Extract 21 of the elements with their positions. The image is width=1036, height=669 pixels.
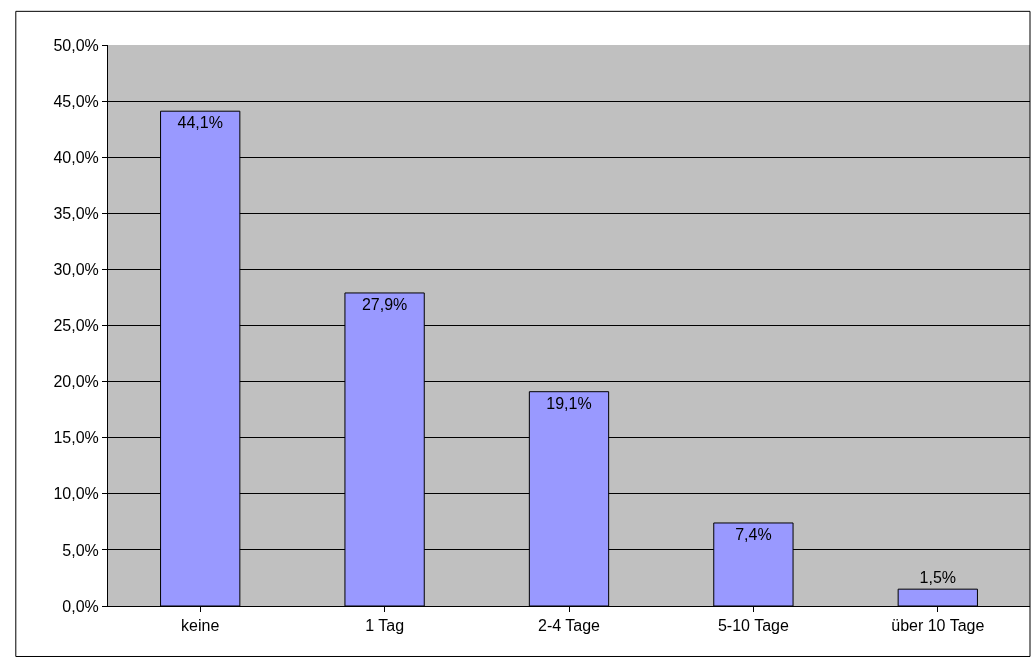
data-label: 1,5% [919, 569, 957, 587]
y-tick-label: 25,0% [53, 317, 99, 335]
x-tick-label: über 10 Tage [891, 617, 985, 635]
y-tick-label: 10,0% [53, 485, 99, 503]
x-tick-label: 5-10 Tage [717, 617, 789, 635]
x-tick-label: 2-4 Tage [538, 617, 601, 635]
y-tick-label: 20,0% [53, 373, 99, 391]
data-label: 27,9% [361, 295, 408, 313]
y-tick-label: 50,0% [53, 36, 99, 54]
x-tick-label: keine [181, 617, 220, 635]
y-tick-label: 45,0% [53, 92, 99, 110]
y-tick-label: 35,0% [53, 204, 99, 222]
data-label: 7,4% [735, 525, 772, 543]
y-tick-label: 0,0% [62, 597, 99, 615]
y-tick-label: 40,0% [53, 148, 99, 166]
data-label: 44,1% [177, 114, 223, 132]
x-tick-label: 1 Tag [365, 617, 405, 635]
data-label: 19,1% [546, 394, 592, 412]
y-tick-label: 15,0% [53, 429, 99, 447]
y-tick-label: 5,0% [62, 541, 99, 559]
y-tick-label: 30,0% [53, 261, 99, 278]
